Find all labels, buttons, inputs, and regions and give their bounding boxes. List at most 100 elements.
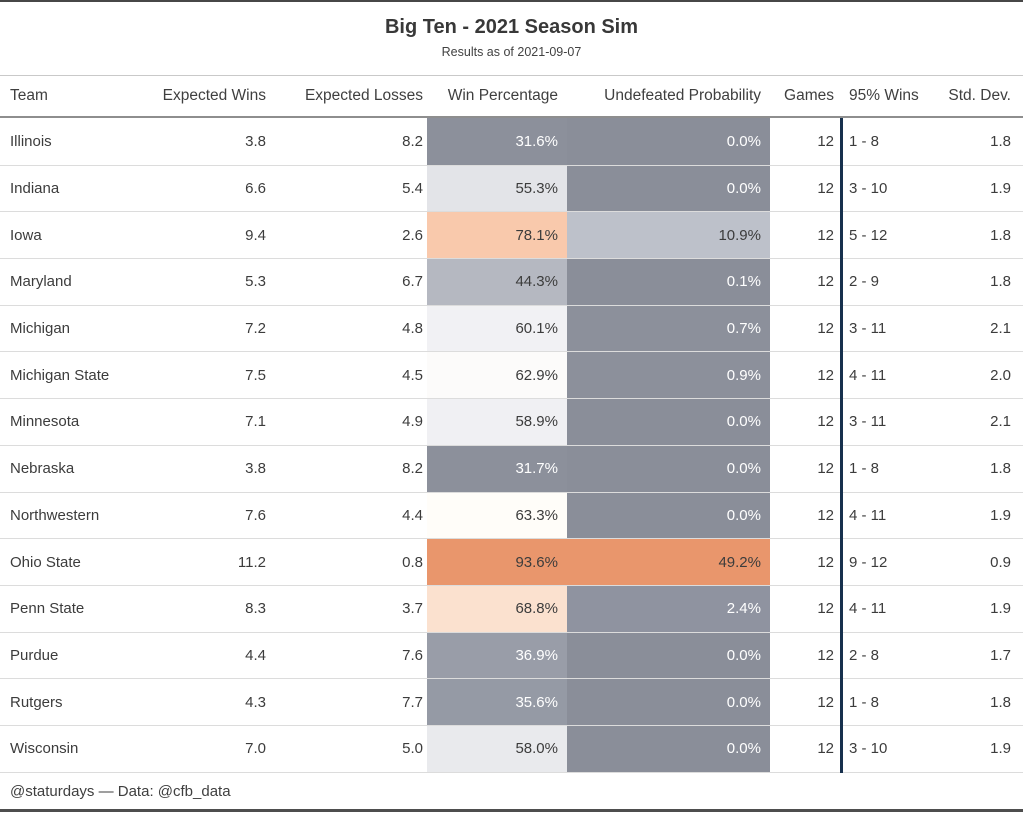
cell-win-percentage: 31.6% [427, 118, 567, 165]
cell-std-dev: 2.1 [990, 413, 1011, 431]
cell-expected-losses: 3.7 [402, 600, 423, 618]
cell-undefeated-probability: 0.0% [567, 445, 770, 492]
cell-undefeated-probability: 0.0% [567, 725, 770, 772]
cell-expected-wins: 4.3 [245, 693, 266, 711]
table-row: Illinois 3.8 8.2 31.6% 0.0% 12 1 - 8 1.8 [0, 118, 1023, 165]
cell-expected-wins: 4.4 [245, 646, 266, 664]
cell-expected-wins: 6.6 [245, 180, 266, 198]
cell-expected-losses: 8.2 [402, 132, 423, 150]
cell-games: 12 [817, 506, 834, 524]
cell-expected-losses: 0.8 [402, 553, 423, 571]
column-header-expected-losses: Expected Losses [304, 87, 423, 104]
cell-games: 12 [817, 740, 834, 758]
cell-expected-losses: 7.6 [402, 646, 423, 664]
column-header-win-percentage: Win Percentage [447, 87, 558, 104]
cell-95-wins: 4 - 11 [849, 366, 887, 384]
navy-divider-line [840, 118, 843, 773]
table-row: Rutgers 4.3 7.7 35.6% 0.0% 12 1 - 8 1.8 [0, 678, 1023, 725]
cell-games: 12 [817, 226, 834, 244]
cell-win-percentage: 58.0% [427, 725, 567, 772]
cell-std-dev: 2.0 [990, 366, 1011, 384]
table-row: Northwestern 7.6 4.4 63.3% 0.0% 12 4 - 11 1.9 [0, 491, 1023, 539]
cell-games: 12 [817, 693, 834, 711]
cell-95-wins: 2 - 8 [849, 646, 880, 664]
cell-95-wins: 1 - 8 [849, 132, 880, 150]
cell-95-wins: 5 - 12 [849, 226, 888, 244]
cell-expected-losses: 5.4 [402, 180, 423, 198]
column-header-95-wins: 95% Wins [849, 87, 919, 104]
cell-team: Ohio State [10, 553, 81, 571]
cell-team: Purdue [10, 646, 59, 664]
table-row: Penn State 8.3 3.7 68.8% 2.4% 12 4 - 11 1.9 [0, 584, 1023, 632]
cell-games: 12 [817, 132, 834, 150]
cell-games: 12 [817, 553, 834, 571]
cell-expected-losses: 4.5 [402, 366, 423, 384]
cell-team: Northwestern [10, 506, 100, 524]
cell-95-wins: 4 - 11 [849, 506, 887, 524]
cell-std-dev: 1.8 [990, 226, 1011, 244]
cell-expected-losses: 8.2 [402, 460, 423, 478]
table-row: Maryland 5.3 6.7 44.3% 0.1% 12 2 - 9 1.8 [0, 258, 1023, 305]
cell-win-percentage: 63.3% [427, 492, 567, 539]
cell-expected-losses: 5.0 [402, 740, 423, 758]
cell-expected-wins: 7.6 [245, 506, 266, 524]
cell-games: 12 [817, 320, 834, 338]
cell-win-percentage: 31.7% [427, 445, 567, 492]
cell-95-wins: 3 - 11 [849, 413, 887, 431]
cell-95-wins: 3 - 10 [849, 180, 888, 198]
cell-expected-losses: 6.7 [402, 273, 423, 291]
cell-win-percentage: 35.6% [427, 679, 567, 725]
cell-expected-wins: 11.2 [237, 553, 266, 571]
cell-std-dev: 1.9 [990, 180, 1011, 198]
table-row: Iowa 9.4 2.6 78.1% 10.9% 12 5 - 12 1.8 [0, 211, 1023, 259]
cell-win-percentage: 62.9% [427, 352, 567, 399]
table-row: Purdue 4.4 7.6 36.9% 0.0% 12 2 - 8 1.7 [0, 631, 1023, 679]
cell-team: Iowa [10, 226, 42, 244]
bottom-frame-line [0, 808, 1023, 812]
cell-win-percentage: 36.9% [427, 632, 567, 679]
cell-std-dev: 2.1 [990, 320, 1011, 338]
cell-win-percentage: 44.3% [427, 259, 567, 305]
table-row: Minnesota 7.1 4.9 58.9% 0.0% 12 3 - 11 2.1 [0, 398, 1023, 445]
cell-undefeated-probability: 0.1% [567, 259, 770, 305]
cell-expected-losses: 2.6 [402, 226, 423, 244]
cell-std-dev: 0.9 [990, 553, 1011, 571]
cell-team: Nebraska [10, 460, 75, 478]
cell-games: 12 [817, 180, 834, 198]
cell-games: 12 [817, 646, 834, 664]
cell-95-wins: 9 - 12 [849, 553, 888, 571]
cell-std-dev: 1.7 [990, 646, 1011, 664]
cell-95-wins: 1 - 8 [849, 460, 880, 478]
cell-undefeated-probability: 2.4% [567, 585, 770, 632]
cell-team: Michigan [10, 320, 71, 338]
cell-undefeated-probability: 10.9% [567, 212, 770, 259]
cell-win-percentage: 93.6% [427, 539, 567, 585]
cell-games: 12 [817, 600, 834, 618]
cell-std-dev: 1.9 [990, 600, 1011, 618]
cell-expected-wins: 8.3 [245, 600, 266, 618]
cell-undefeated-probability: 0.0% [567, 679, 770, 725]
cell-expected-wins: 7.0 [245, 740, 266, 758]
column-header-undefeated-probability: Undefeated Probability [604, 87, 761, 104]
cell-95-wins: 2 - 9 [849, 273, 880, 291]
cell-expected-losses: 4.4 [402, 506, 423, 524]
cell-team: Maryland [10, 273, 72, 291]
cell-team: Illinois [10, 132, 52, 150]
cell-games: 12 [817, 413, 834, 431]
table-row: Nebraska 3.8 8.2 31.7% 0.0% 12 1 - 8 1.8 [0, 444, 1023, 492]
header-top-rule [0, 75, 1023, 76]
cell-expected-wins: 7.1 [245, 413, 266, 431]
cell-expected-losses: 4.8 [402, 320, 423, 338]
cell-team: Rutgers [10, 693, 63, 711]
cell-undefeated-probability: 0.0% [567, 165, 770, 212]
table-body: Illinois 3.8 8.2 31.6% 0.0% 12 1 - 8 1.8 Indiana… [0, 118, 1023, 773]
cell-team: Wisconsin [10, 740, 79, 758]
cell-expected-wins: 3.8 [245, 460, 266, 478]
column-header-expected-wins: Expected Wins [162, 87, 266, 104]
cell-games: 12 [817, 460, 834, 478]
cell-std-dev: 1.9 [990, 740, 1011, 758]
cell-undefeated-probability: 0.0% [567, 118, 770, 165]
table-row: Ohio State 11.2 0.8 93.6% 49.2% 12 9 - 12 0.9 [0, 538, 1023, 585]
cell-95-wins: 1 - 8 [849, 693, 880, 711]
